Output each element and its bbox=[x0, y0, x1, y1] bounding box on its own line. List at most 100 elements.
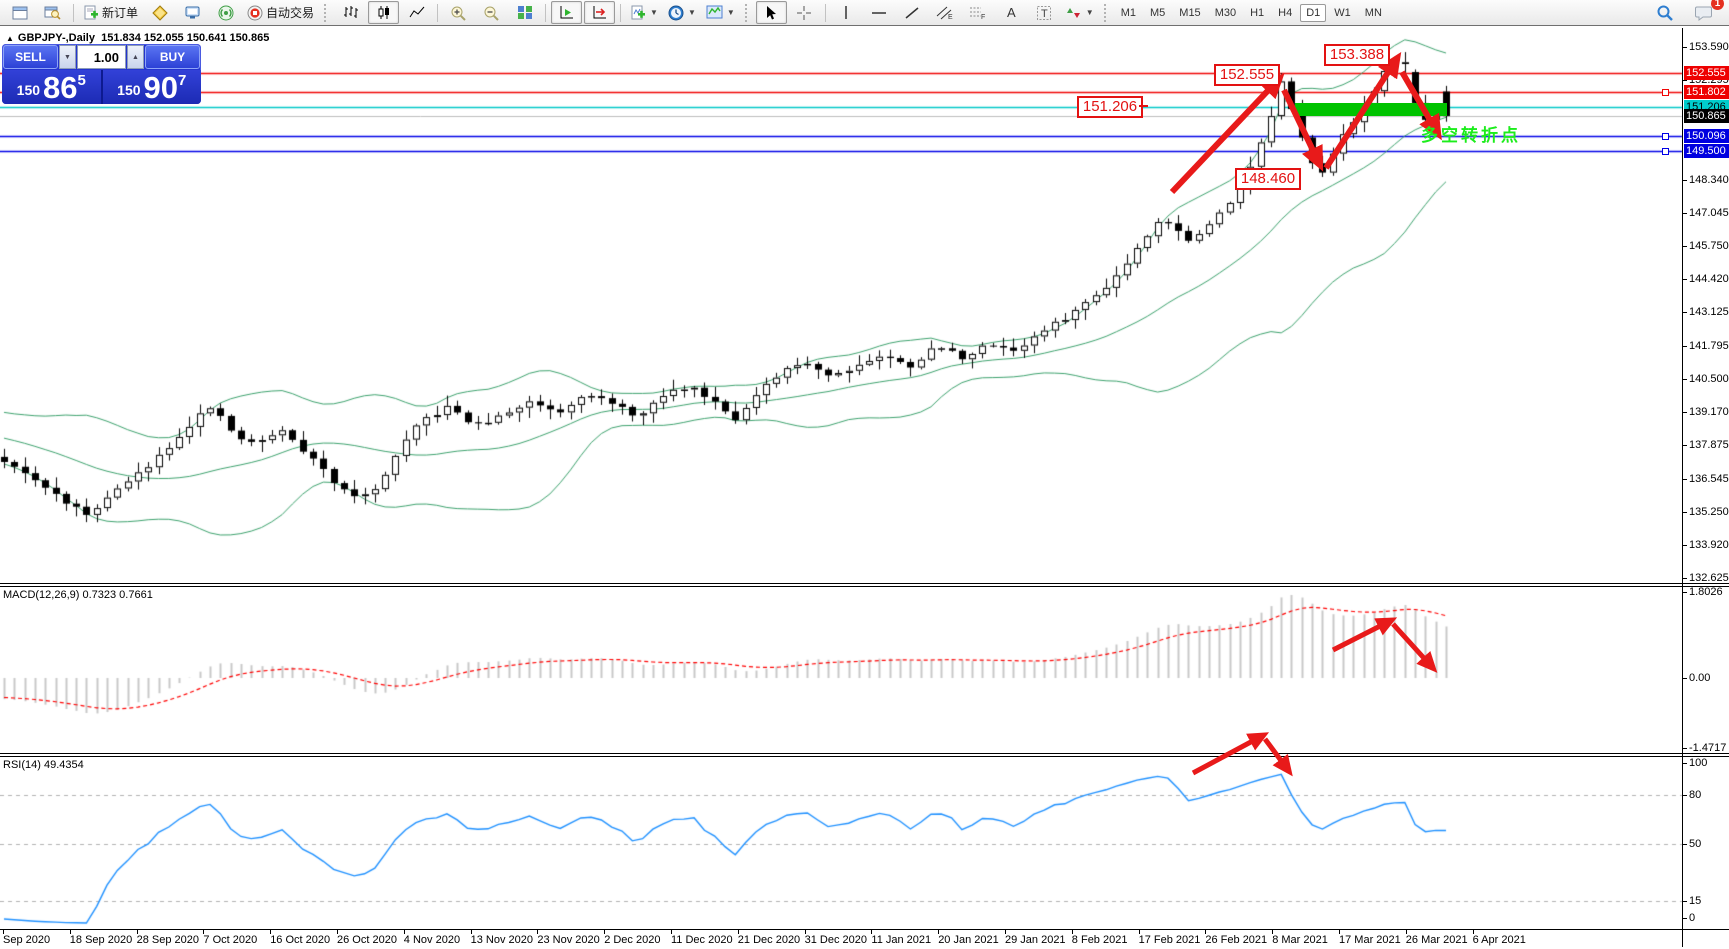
price-tick-label: 141.795 bbox=[1689, 339, 1729, 352]
price-callout[interactable]: 152.555 bbox=[1214, 64, 1280, 86]
sell-price-display[interactable]: 150 86 5 bbox=[2, 70, 103, 104]
timeframe-h4[interactable]: H4 bbox=[1278, 6, 1293, 19]
indicators-menu-button[interactable]: ▼ bbox=[626, 1, 662, 24]
notifications-icon[interactable]: 1 bbox=[1688, 0, 1724, 24]
date-label: 28 Sep 2020 bbox=[136, 934, 199, 946]
text-label-tool-button[interactable]: T bbox=[1029, 1, 1060, 24]
zoom-out-button[interactable] bbox=[476, 1, 507, 24]
price-tick-label: 135.250 bbox=[1689, 505, 1729, 518]
new-chart-button[interactable] bbox=[4, 1, 35, 24]
price-callout[interactable]: 151.206 bbox=[1077, 96, 1143, 118]
price-tick-mark bbox=[1682, 545, 1687, 546]
toolbar: 新订单 自动交易 ▼ ▼ ▼ E F A T ▼ bbox=[0, 0, 1729, 26]
timeframe-m5[interactable]: M5 bbox=[1150, 6, 1166, 19]
timeframe-m15[interactable]: M15 bbox=[1179, 6, 1201, 19]
vertical-line-tool-button[interactable] bbox=[831, 1, 862, 24]
date-label: 20 Jan 2021 bbox=[938, 934, 999, 946]
arrows-tool-button[interactable]: ▼ bbox=[1062, 1, 1098, 24]
zoom-in-button[interactable] bbox=[443, 1, 474, 24]
volume-step-up-button[interactable]: ▲ bbox=[127, 45, 144, 69]
volume-input[interactable]: 1.00 bbox=[77, 45, 126, 69]
price-tick-label: 145.750 bbox=[1689, 239, 1729, 252]
date-label: 16 Oct 2020 bbox=[270, 934, 331, 946]
rsi-tick-label: 15 bbox=[1689, 895, 1702, 907]
line-chart-mode-button[interactable] bbox=[401, 1, 432, 24]
timeframe-mn[interactable]: MN bbox=[1364, 6, 1382, 19]
autotrading-button[interactable]: 自动交易 bbox=[243, 1, 318, 24]
date-label: 11 Jan 2021 bbox=[871, 934, 932, 946]
sell-button[interactable]: SELL bbox=[3, 45, 58, 69]
templates-menu-button[interactable]: ▼ bbox=[702, 1, 739, 24]
buy-price-display[interactable]: 150 90 7 bbox=[102, 70, 201, 104]
trendline-tool-button[interactable] bbox=[897, 1, 928, 24]
date-tick-mark bbox=[1339, 930, 1340, 934]
date-tick-mark bbox=[203, 930, 204, 934]
timeframe-d1[interactable]: D1 bbox=[1300, 3, 1327, 22]
price-tick-mark bbox=[1682, 379, 1687, 380]
cursor-tool-button[interactable] bbox=[755, 1, 787, 24]
channel-tool-button[interactable]: E bbox=[930, 1, 961, 24]
date-label: 23 Nov 2020 bbox=[537, 934, 600, 946]
symbol-period-label: GBPJPY-,Daily bbox=[17, 32, 95, 44]
tile-windows-button[interactable] bbox=[509, 1, 540, 24]
one-click-trading-panel: SELL ▼ 1.00 ▲ BUY 150 86 5 150 90 7 bbox=[2, 44, 201, 104]
search-icon[interactable] bbox=[1649, 1, 1680, 24]
svg-text:F: F bbox=[981, 14, 985, 20]
bar-chart-mode-button[interactable] bbox=[335, 1, 366, 24]
buy-price-whole: 150 bbox=[117, 82, 141, 98]
timeframe-w1[interactable]: W1 bbox=[1334, 6, 1351, 19]
hline-handle[interactable] bbox=[1662, 147, 1669, 155]
date-label: 8 Feb 2021 bbox=[1071, 934, 1128, 946]
hline-handle[interactable] bbox=[1662, 132, 1669, 140]
date-tick-mark bbox=[1072, 930, 1073, 934]
date-label: 2 Dec 2020 bbox=[604, 934, 661, 946]
macd-tick-mark bbox=[1682, 748, 1687, 749]
periods-menu-button[interactable]: ▼ bbox=[664, 1, 700, 24]
price-tick-label: 137.875 bbox=[1689, 439, 1729, 452]
price-tick-mark bbox=[1682, 80, 1687, 81]
signals-button[interactable] bbox=[210, 1, 241, 24]
chart-shift-button[interactable] bbox=[584, 1, 616, 24]
price-tick-mark bbox=[1682, 312, 1687, 313]
metaeditor-button[interactable] bbox=[144, 1, 175, 24]
rsi-tick-label: 100 bbox=[1689, 757, 1708, 769]
rsi-tick-label: 0 bbox=[1689, 912, 1696, 924]
timeframe-h1[interactable]: H1 bbox=[1250, 6, 1265, 19]
volume-step-down-button[interactable]: ▼ bbox=[59, 45, 76, 69]
buy-price-pipette: 7 bbox=[178, 72, 187, 89]
horizontal-line-tool-button[interactable] bbox=[864, 1, 895, 24]
timeframe-group: M1 M5 M15 M30 H1 H4 D1 W1 MN bbox=[1115, 3, 1388, 22]
price-tick-label: 136.545 bbox=[1689, 472, 1729, 485]
buy-button[interactable]: BUY bbox=[145, 45, 200, 69]
date-label: 6 Apr 2021 bbox=[1472, 934, 1526, 946]
price-tick-mark bbox=[1682, 346, 1687, 347]
new-order-button[interactable]: 新订单 bbox=[79, 1, 142, 24]
price-callout[interactable]: 148.460 bbox=[1235, 168, 1301, 190]
candlestick-mode-button[interactable] bbox=[368, 1, 400, 24]
macd-tick-label: 0.00 bbox=[1689, 672, 1711, 684]
price-tick-mark bbox=[1682, 246, 1687, 247]
text-tool-button[interactable]: A bbox=[1006, 5, 1016, 20]
terminal-button[interactable] bbox=[177, 1, 208, 24]
timeframe-m1[interactable]: M1 bbox=[1120, 6, 1136, 19]
rsi-tick-label: 50 bbox=[1689, 838, 1702, 850]
timeframe-m30[interactable]: M30 bbox=[1214, 6, 1237, 19]
support-zone-rect[interactable] bbox=[1295, 103, 1447, 116]
new-order-label: 新订单 bbox=[102, 6, 139, 20]
date-tick-mark bbox=[137, 930, 138, 934]
date-label: 7 Oct 2020 bbox=[203, 934, 258, 946]
date-tick-mark bbox=[471, 930, 472, 934]
crosshair-tool-button[interactable] bbox=[789, 1, 820, 24]
price-axis-border bbox=[1682, 28, 1683, 947]
fibonacci-tool-button[interactable]: F bbox=[963, 1, 994, 24]
ohlc-toggle-icon[interactable]: ▲ bbox=[6, 34, 14, 43]
autotrading-label: 自动交易 bbox=[266, 6, 315, 20]
auto-scroll-button[interactable] bbox=[551, 1, 583, 24]
notification-count-badge: 1 bbox=[1711, 0, 1724, 10]
chart-profiles-button[interactable] bbox=[37, 1, 68, 24]
hline-handle[interactable] bbox=[1662, 89, 1669, 97]
turning-point-note[interactable]: 多空转折点 bbox=[1421, 126, 1521, 145]
price-callout[interactable]: 153.388 bbox=[1324, 44, 1390, 66]
rsi-tick-mark bbox=[1682, 918, 1687, 919]
